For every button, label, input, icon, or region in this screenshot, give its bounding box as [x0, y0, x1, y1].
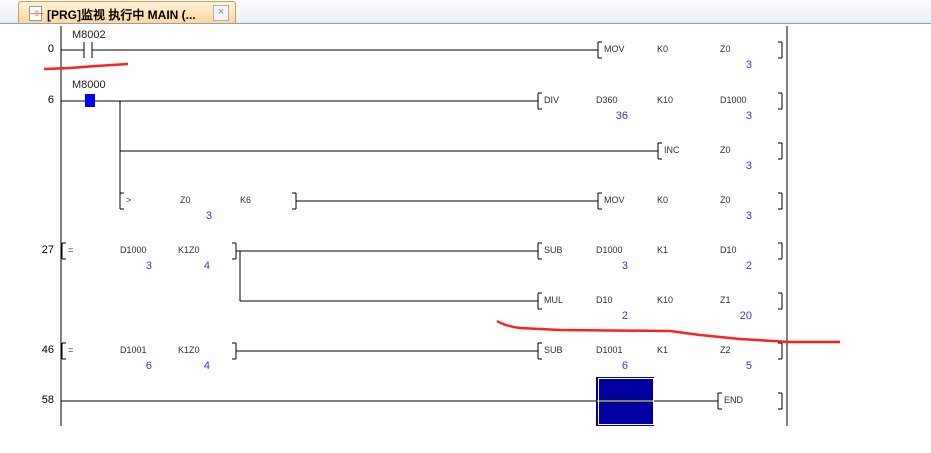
operand: K10: [657, 295, 674, 305]
instruction->: >: [126, 195, 132, 205]
operand: Z0: [720, 44, 731, 54]
operand-value: 3: [745, 59, 752, 71]
operand: K6: [240, 195, 252, 205]
contact-m8000-active[interactable]: [85, 94, 95, 107]
operand-value: 4: [203, 360, 210, 372]
operand: Z1: [720, 295, 731, 305]
annotation-underline: [496, 319, 840, 344]
instruction-=: =: [68, 245, 74, 255]
operand-value: 6: [621, 360, 628, 372]
instruction-MOV: MOV: [604, 195, 625, 205]
instruction-SUB: SUB: [544, 345, 563, 355]
annotation-underline: [43, 62, 129, 71]
operand-value: 3: [745, 110, 752, 122]
operand-value: 2: [745, 260, 752, 272]
operand: K1Z0: [178, 345, 200, 355]
tab-bar: ⊣⊢ [PRG]监视 执行中 MAIN (... ×: [0, 0, 931, 24]
operand: K1Z0: [178, 245, 200, 255]
ladder-program-icon: ⊣⊢: [29, 6, 44, 21]
operand: Z2: [720, 345, 731, 355]
contact-label: M8000: [72, 79, 106, 91]
step-number: 58: [41, 394, 54, 406]
operand-value: 2: [621, 310, 628, 322]
operand-value: 3: [621, 260, 628, 272]
operand: K1: [657, 245, 669, 255]
operand-value: 3: [745, 160, 752, 172]
operand: K1: [657, 345, 669, 355]
instruction-INC: INC: [664, 145, 680, 155]
operand: D360: [596, 95, 618, 105]
instruction-=: =: [68, 345, 74, 355]
operand: Z0: [720, 145, 731, 155]
instruction-SUB: SUB: [544, 245, 563, 255]
close-icon[interactable]: ×: [213, 5, 229, 21]
instruction-END: END: [724, 395, 744, 405]
operand: Z0: [720, 195, 731, 205]
contact-label: M8002: [72, 29, 106, 41]
operand: D1001: [120, 345, 147, 355]
operand-value: 36: [615, 110, 628, 122]
operand-value: 6: [145, 360, 152, 372]
operand: D1000: [720, 95, 747, 105]
operand: K0: [657, 195, 669, 205]
operand: D10: [720, 245, 737, 255]
instruction-MUL: MUL: [544, 295, 564, 305]
tab-title: [PRG]监视 执行中 MAIN (...: [47, 8, 196, 22]
cursor-inner-border[interactable]: [598, 378, 654, 425]
operand: K0: [657, 44, 669, 54]
step-number: 0: [47, 43, 54, 55]
operand-value: 20: [739, 310, 752, 322]
instruction-MOV: MOV: [604, 44, 625, 54]
operand: D1000: [120, 245, 147, 255]
operand: D1000: [596, 245, 623, 255]
operand: K10: [657, 95, 674, 105]
operand-value: 4: [203, 260, 210, 272]
step-number: 46: [41, 344, 54, 356]
operand-value: 3: [145, 260, 152, 272]
operand-value: 5: [745, 360, 752, 372]
step-number: 6: [47, 94, 54, 106]
instruction-DIV: DIV: [544, 95, 560, 105]
tab-main-monitor[interactable]: ⊣⊢ [PRG]监视 执行中 MAIN (... ×: [18, 1, 236, 23]
step-number: 27: [41, 244, 54, 256]
operand-value: 3: [745, 210, 752, 222]
operand: D10: [596, 295, 613, 305]
operand-value: 3: [205, 210, 212, 222]
operand: D1001: [596, 345, 623, 355]
operand: Z0: [180, 195, 191, 205]
